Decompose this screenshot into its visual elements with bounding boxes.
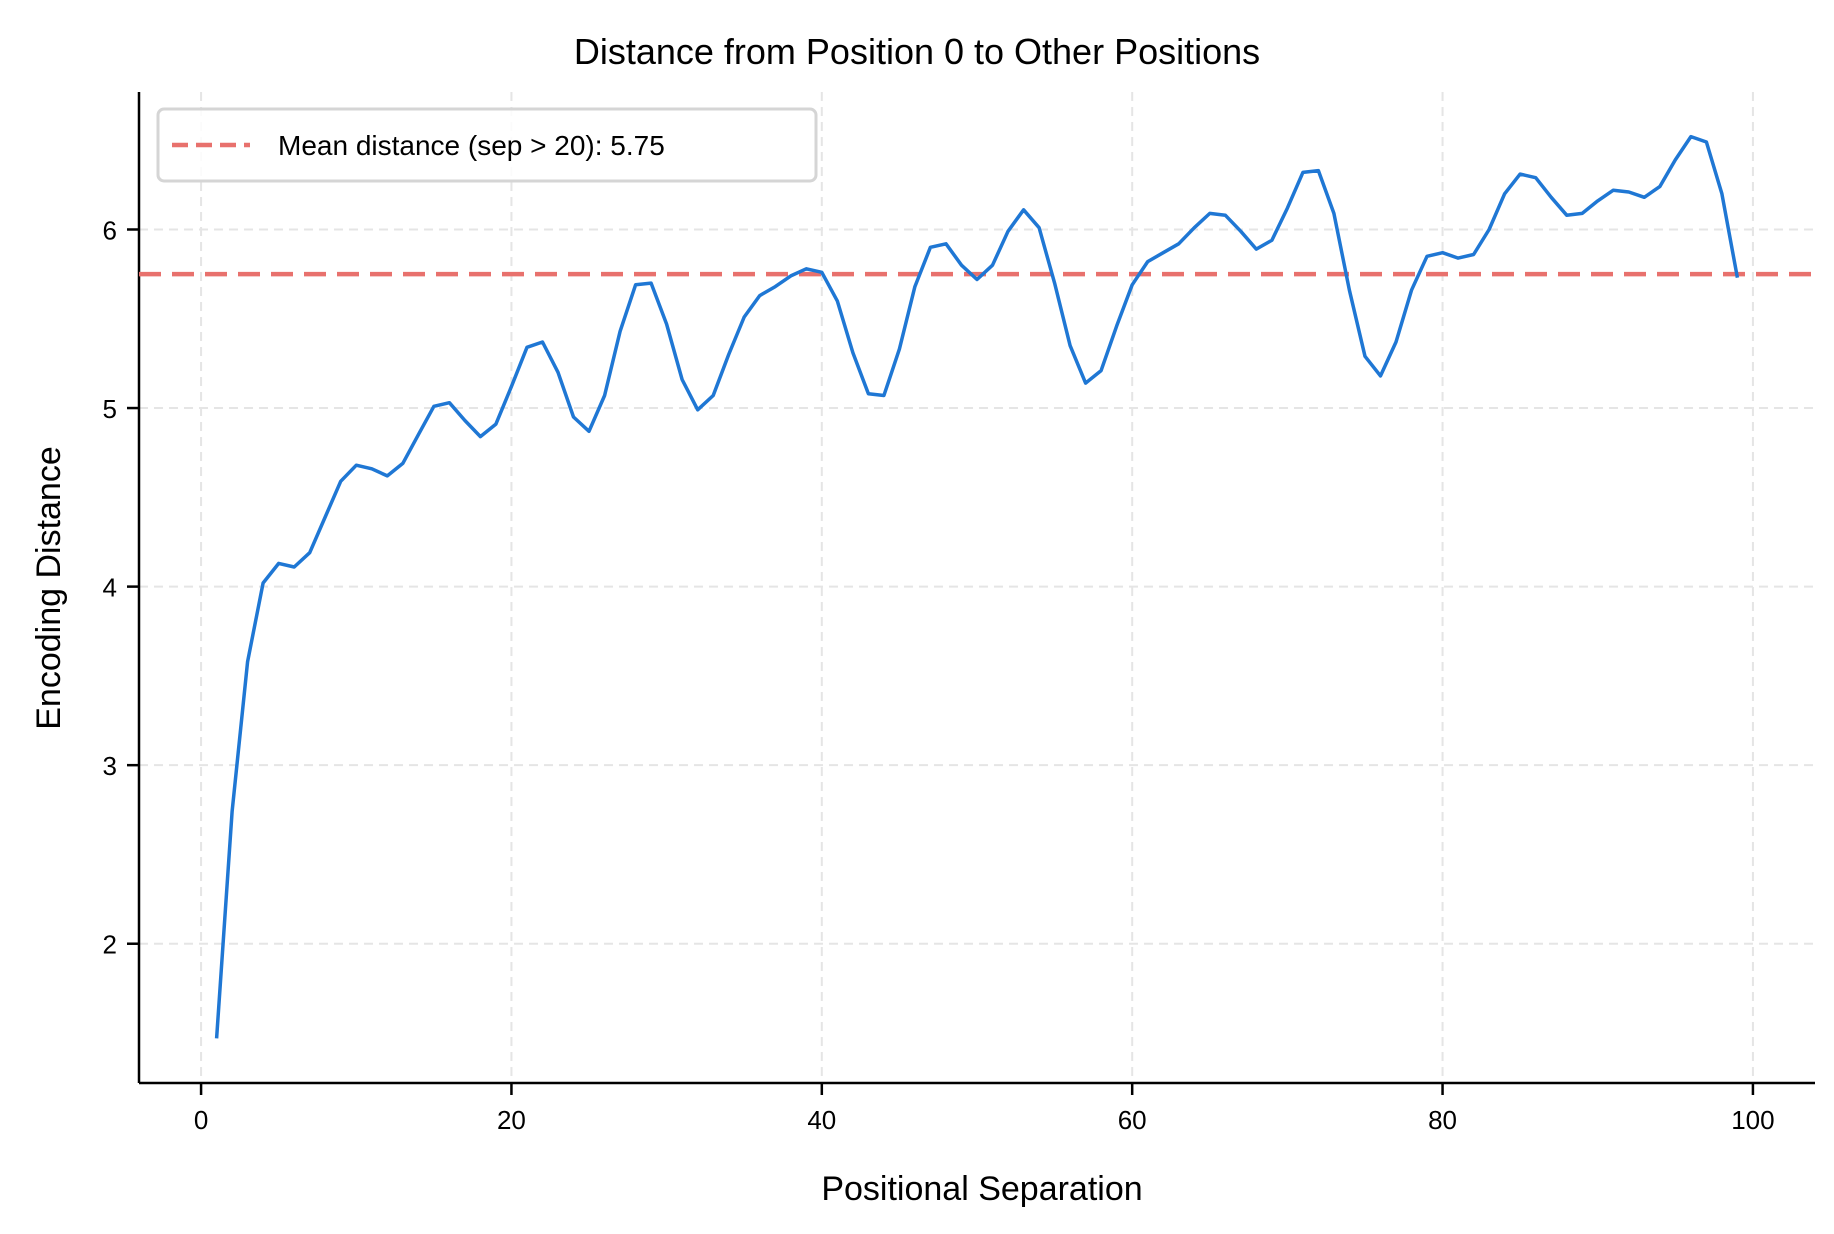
x-tick-label: 100	[1731, 1105, 1774, 1135]
x-axis-label: Positional Separation	[821, 1170, 1142, 1208]
tick-labels: 0 20 40 60 80 100 2 3 4 5 6	[103, 215, 1775, 1135]
y-tick-label: 5	[103, 394, 117, 424]
x-tick-label: 0	[194, 1105, 208, 1135]
chart-title: Distance from Position 0 to Other Positi…	[574, 31, 1260, 72]
y-tick-label: 2	[103, 930, 117, 960]
legend-box	[156, 107, 818, 183]
x-tick-label: 40	[807, 1105, 836, 1135]
x-tick-label: 20	[497, 1105, 526, 1135]
axes	[127, 92, 1815, 1095]
data-line	[214, 134, 1740, 1039]
legend-label: Mean distance (sep > 20): 5.75	[278, 130, 665, 161]
x-tick-label: 60	[1118, 1105, 1147, 1135]
y-tick-label: 3	[103, 751, 117, 781]
x-tick-label: 80	[1428, 1105, 1457, 1135]
y-tick-label: 6	[103, 215, 117, 245]
legend: Mean distance (sep > 20): 5.75	[156, 107, 818, 183]
y-axis-label: Encoding Distance	[30, 446, 68, 730]
grid	[139, 92, 1815, 1083]
y-tick-label: 4	[103, 573, 117, 603]
